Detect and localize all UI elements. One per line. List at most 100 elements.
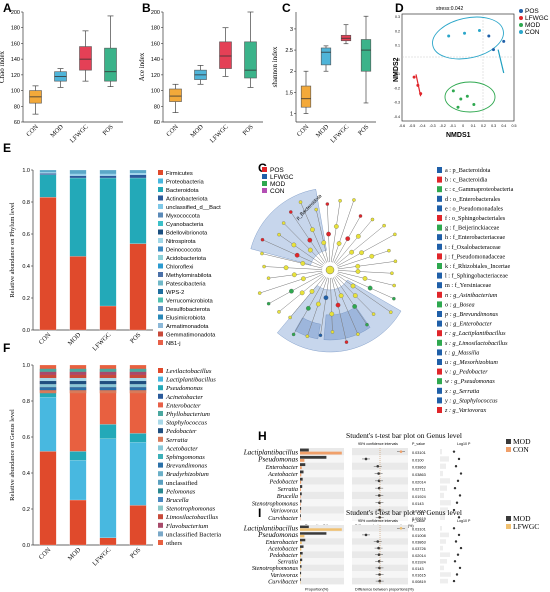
bar-mod (300, 470, 304, 474)
logp-point (452, 527, 456, 530)
bar-con (300, 451, 342, 455)
stack-segment (39, 451, 57, 546)
clade-leaf (365, 322, 369, 327)
taxon-label: a : p_Bacteroidota (445, 167, 491, 174)
ttest-row-bg (300, 462, 344, 470)
bar-mod (300, 571, 302, 575)
ttest-row-bg (300, 538, 344, 545)
clade-node (299, 290, 305, 296)
clade-branch (290, 211, 311, 241)
p-value: 0.00819 (412, 580, 426, 584)
bar-lfwgc (300, 554, 302, 558)
taxon-label: s : g_Limosilactobacillus (445, 340, 508, 347)
stack-segment (99, 177, 117, 307)
nmds-x-tick: 0.1 (471, 124, 476, 128)
nmds-y-tick: -0.2 (394, 86, 400, 90)
clade-group-label: MOD (270, 181, 285, 188)
p-value: 0.0143 (412, 567, 424, 571)
y-tick-label: 140 (151, 57, 160, 63)
legend-label: Nitrospirota (166, 239, 196, 245)
nmds-xlabel: NMDS1 (446, 132, 471, 139)
p-value: 0.02014 (412, 554, 426, 558)
nmds-x-tick: -0.1 (450, 124, 456, 128)
p-value: 0.00619 (412, 517, 426, 521)
nmds-x-tick: 0.3 (491, 124, 496, 128)
taxon-label: w : g_Pseudomonas (445, 378, 495, 385)
clade-branch (278, 292, 303, 313)
taxon-label: z : g_Variovorax (444, 407, 486, 414)
nmds-point-con (463, 31, 467, 35)
minor-genus-segment (69, 387, 87, 391)
legend-label: Acetobacter (165, 445, 198, 452)
clade-leaf (392, 283, 396, 288)
legend-label: Armatimonadota (166, 324, 209, 330)
clade-group-label: LFWGC (270, 174, 294, 181)
clade-node (352, 304, 357, 309)
y-tick-label: 200 (11, 10, 20, 16)
clade-leaf (392, 296, 396, 301)
stack-segment (69, 451, 87, 461)
legend-label: Brucella (166, 497, 189, 504)
legend-label: Staphylococcus (166, 420, 207, 427)
taxon-swatch (437, 272, 442, 279)
legend-label: Pedobacter (165, 428, 197, 435)
legend-label: Enterobacter (165, 402, 201, 409)
bar-mod (300, 507, 302, 510)
clade-leaf (262, 264, 266, 269)
nmds-legend-marker (519, 9, 523, 13)
minor-genus-segment (99, 368, 117, 372)
legend-swatch (158, 178, 163, 184)
y-tick-label: 100 (11, 89, 20, 95)
x-tick-label: MOD (189, 123, 205, 139)
taxon-swatch (437, 378, 442, 385)
logp-point (454, 540, 458, 543)
clade-branch (303, 272, 323, 279)
clade-group-label: CON (270, 188, 285, 195)
panel-letter-h: H (258, 429, 267, 443)
clade-branch (320, 297, 327, 336)
taxon-swatch (437, 282, 442, 289)
logp-point (457, 457, 461, 461)
nmds-x-tick: 0 (462, 124, 464, 128)
minor-genus-segment (39, 387, 57, 391)
x-tick-label: CON (296, 123, 311, 138)
clade-branch (268, 290, 292, 304)
clade-branch (336, 200, 341, 227)
clade-leaf (318, 333, 323, 338)
y-axis-label: Ace index (138, 52, 146, 81)
logp-bar (440, 507, 448, 513)
y-tick-label: 100 (151, 89, 160, 95)
legend-swatch (158, 195, 163, 201)
logp-point (455, 501, 459, 504)
stack-segment (99, 438, 117, 538)
logp-point (458, 566, 462, 570)
y-tick-label: 1.0 (22, 168, 30, 174)
legend-swatch (158, 246, 163, 252)
phylum-stacked-bar: 0.0 0.2 0.4 0.6 0.8 1.0 Relative abundance on … (9, 168, 153, 353)
clade-branch (283, 222, 311, 251)
clade-branch (337, 270, 358, 272)
genus-name: Variovorax (271, 572, 299, 579)
legend-label: Chloroflexi (166, 265, 193, 271)
nmds-legend-marker (519, 23, 523, 27)
genus-name: Brucella (277, 493, 298, 500)
stack-segment (39, 397, 57, 452)
legend-label: Firmicutes (166, 171, 193, 177)
nmds-y-tick: 0.1 (395, 44, 400, 48)
ttest-legend-label: MOD (513, 514, 531, 523)
y-tick-label: 0.0 (22, 543, 30, 549)
clade-leaf (393, 259, 398, 264)
clade-branch (300, 202, 313, 230)
clade-node (294, 252, 300, 258)
bar-mod (300, 499, 302, 503)
minor-genus-segment (99, 384, 117, 388)
minor-genus-segment (99, 374, 117, 378)
legend-label: Myxococcota (166, 214, 201, 220)
taxon-label: r : g_Lactiplantibacillus (445, 330, 506, 337)
nmds-point-mod (451, 89, 455, 93)
y-axis-label: Chao index (0, 50, 6, 83)
bar-con (300, 480, 302, 484)
clade-node (306, 305, 311, 311)
logp-bar (440, 463, 446, 469)
clade-node (326, 231, 331, 237)
